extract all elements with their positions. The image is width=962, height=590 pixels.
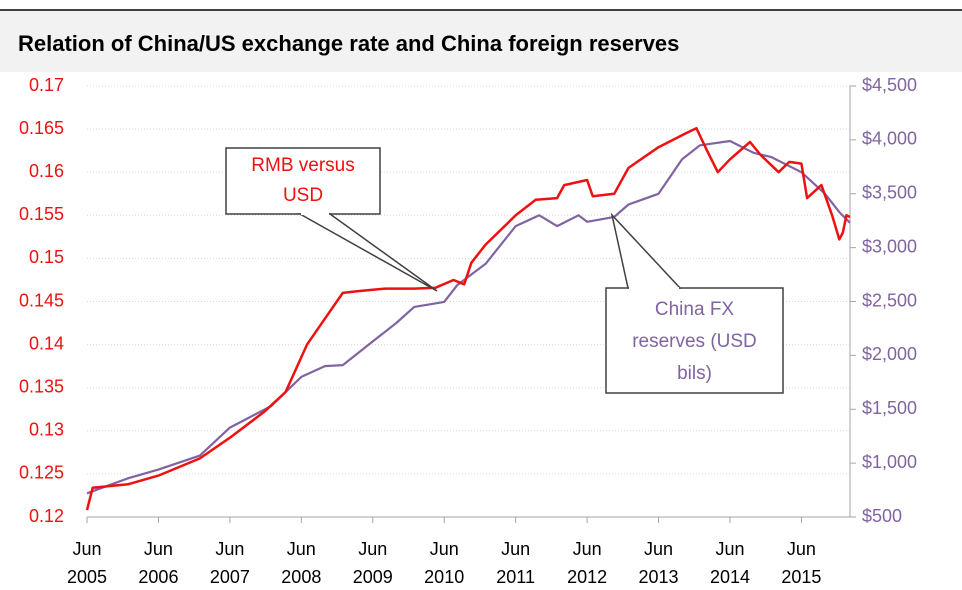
y2-tick-label: $500 [862, 506, 902, 526]
y-tick-label: 0.12 [29, 506, 64, 526]
y2-tick-label: $3,000 [862, 236, 917, 256]
y-tick-label: 0.125 [19, 463, 64, 483]
y2-tick-label: $1,500 [862, 398, 917, 418]
x-tick-label: Jun 2011 [496, 539, 535, 587]
x-tick-label: Jun 2010 [424, 539, 464, 587]
y2-tick-label: $4,000 [862, 129, 917, 149]
callout-text: reserves (USD [632, 331, 757, 352]
x-tick-label: Jun 2005 [67, 539, 107, 587]
y2-tick-label: $4,500 [862, 75, 917, 95]
y-tick-label: 0.155 [19, 204, 64, 224]
y2-tick-label: $2,000 [862, 344, 917, 364]
y2-tick-label: $3,500 [862, 183, 917, 203]
callout-box [605, 287, 784, 394]
y2-tick-label: $2,500 [862, 290, 917, 310]
x-tick-label: Jun 2008 [281, 539, 321, 587]
y-tick-label: 0.165 [19, 118, 64, 138]
x-tick-label: Jun 2014 [710, 539, 750, 587]
x-tick-label: Jun 2006 [138, 539, 178, 587]
y2-tick-label: $1,000 [862, 452, 917, 472]
x-tick-label: Jun 2012 [567, 539, 607, 587]
series-line [85, 126, 851, 511]
callout-text: USD [283, 185, 323, 206]
title-band [0, 11, 962, 72]
y-tick-label: 0.14 [29, 333, 64, 353]
x-tick-label: Jun 2015 [781, 539, 821, 587]
callout-text: RMB versus [251, 155, 354, 176]
y-tick-label: 0.16 [29, 161, 64, 181]
y-tick-label: 0.15 [29, 247, 64, 267]
y-tick-label: 0.145 [19, 290, 64, 310]
x-tick-label: Jun 2007 [210, 539, 250, 587]
y-tick-label: 0.17 [29, 75, 64, 95]
callout-text: bils) [677, 363, 712, 384]
x-tick-label: Jun 2009 [353, 539, 393, 587]
callout-text: China FX [655, 299, 735, 320]
x-tick-label: Jun 2013 [639, 539, 679, 587]
y-tick-label: 0.135 [19, 376, 64, 396]
y-tick-label: 0.13 [29, 420, 64, 440]
chart-title: Relation of China/US exchange rate and C… [18, 31, 679, 56]
